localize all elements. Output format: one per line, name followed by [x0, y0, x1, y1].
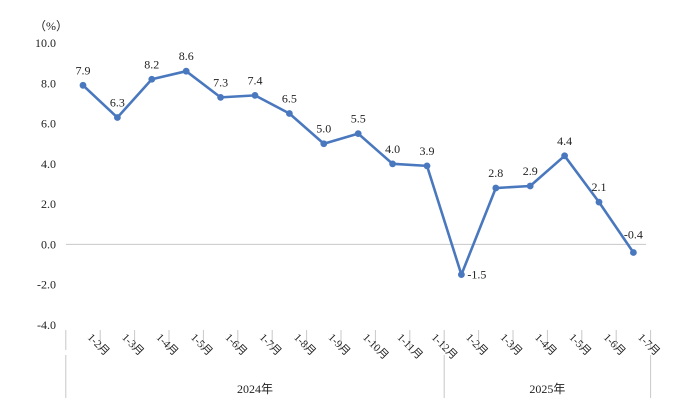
data-point [526, 182, 534, 190]
data-point [320, 140, 328, 148]
y-tick-label: -2.0 [37, 278, 56, 292]
data-label: 6.3 [110, 96, 125, 110]
group-label: 2024年 [237, 382, 273, 396]
data-label: 3.9 [420, 144, 435, 158]
x-tick-label: 1-7月 [257, 332, 284, 359]
data-point [148, 75, 156, 83]
x-tick-label: 1-2月 [463, 332, 490, 359]
data-label: 2.9 [523, 164, 538, 178]
data-point [492, 184, 500, 192]
data-point [423, 162, 431, 170]
data-point [79, 81, 87, 89]
data-label: 2.8 [488, 166, 503, 180]
x-tick-label: 1-8月 [291, 332, 318, 359]
y-tick-label: 6.0 [41, 117, 56, 131]
data-label: 7.9 [76, 63, 91, 77]
data-label: 4.4 [557, 134, 572, 148]
unit-label: （%） [34, 19, 68, 33]
data-point [595, 198, 603, 206]
data-label: 7.4 [248, 73, 263, 87]
data-label: 6.5 [282, 92, 297, 106]
y-axis: -4.0 -2.0 0.0 2.0 4.0 6.0 8.0 10.0 [35, 36, 56, 332]
x-tick-label: 1-5月 [566, 332, 593, 359]
x-tick-label: 1-4月 [154, 332, 181, 359]
x-tick-label: 1-7月 [635, 332, 662, 359]
data-point [286, 110, 293, 117]
data-point [561, 152, 568, 160]
x-tick-label: 1-3月 [119, 332, 146, 359]
y-tick-label: 0.0 [41, 237, 56, 251]
data-label: 5.5 [351, 112, 366, 126]
data-point [630, 249, 637, 256]
y-tick-label: 10.0 [35, 36, 56, 50]
data-label: -1.5 [467, 268, 486, 282]
data-point [251, 91, 259, 99]
data-point [458, 271, 465, 279]
x-tick-label: 1-5月 [188, 332, 215, 359]
x-tick-label: 1-6月 [222, 332, 249, 359]
data-point [217, 93, 225, 101]
y-tick-label: -4.0 [37, 318, 56, 332]
data-label: 5.0 [316, 122, 331, 136]
data-label: 7.3 [213, 75, 228, 89]
data-point [389, 160, 396, 168]
data-point [354, 130, 362, 138]
x-tick-label: 1-6月 [601, 332, 628, 359]
group-label: 2025年 [529, 382, 565, 396]
y-tick-label: 2.0 [41, 197, 56, 211]
x-axis: 1-2月 1-3月 1-4月 1-5月 1-6月 1-7月 1-8月 1-9月 1-10月 1-1… [65, 243, 662, 398]
data-label: 8.6 [179, 49, 194, 63]
data-point [114, 114, 121, 121]
y-tick-label: 4.0 [41, 157, 56, 171]
x-tick-label: 1-3月 [498, 332, 525, 359]
y-tick-label: 8.0 [41, 76, 56, 90]
x-tick-label: 1-2月 [85, 332, 112, 359]
data-point [182, 67, 190, 75]
data-label: 8.2 [144, 57, 159, 71]
series-area: 7.9 6.3 8.2 8.6 7.3 7.4 6.5 5.0 5.5 4.0 3.9 -1.5 2.8… [76, 49, 643, 281]
data-label: -0.4 [624, 227, 643, 241]
data-label: 4.0 [385, 142, 400, 156]
x-tick-label: 1-4月 [532, 332, 559, 359]
data-label: 2.1 [592, 180, 607, 194]
x-tick-label: 1-9月 [326, 332, 353, 359]
